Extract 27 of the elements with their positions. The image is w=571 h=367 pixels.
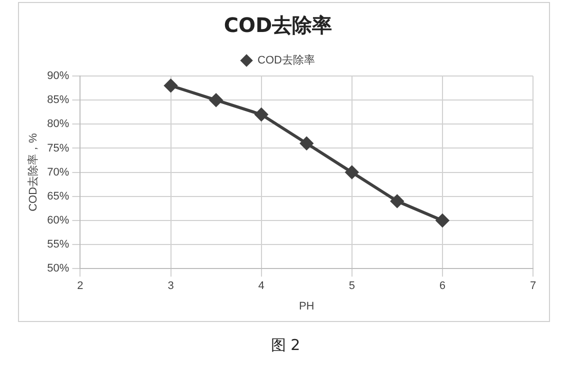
y-tick-label: 50% xyxy=(47,262,70,275)
point xyxy=(164,79,178,92)
x-tick-label: 2 xyxy=(77,280,84,292)
y-axis-title: COD去除率，% xyxy=(26,132,40,212)
x-tick-label: 3 xyxy=(168,280,174,292)
point xyxy=(345,166,358,179)
y-tick-label: 65% xyxy=(47,190,70,202)
x-tick-label: 4 xyxy=(258,280,264,292)
caption: 图 2 xyxy=(270,336,302,355)
point xyxy=(436,214,449,227)
chart-title: COD去除率 xyxy=(224,13,332,38)
x-axis-title: PH xyxy=(298,300,314,312)
y-tick-label: 55% xyxy=(47,238,70,251)
y-tick-label: 60% xyxy=(47,214,70,226)
legend-label: COD去除率 xyxy=(258,54,315,67)
x-tick-label: 6 xyxy=(439,280,446,292)
point xyxy=(300,136,314,150)
point xyxy=(210,94,223,107)
x-tick-label: 5 xyxy=(348,280,355,292)
y-tick-label: 75% xyxy=(47,142,70,154)
y-tick-label: 70% xyxy=(47,166,70,178)
y-tick-label: 80% xyxy=(47,118,70,130)
y-tick-label: 85% xyxy=(47,94,70,106)
y-tick-label: 90% xyxy=(47,70,70,82)
point xyxy=(254,108,268,122)
point xyxy=(390,194,404,208)
x-tick-label: 7 xyxy=(530,280,536,292)
